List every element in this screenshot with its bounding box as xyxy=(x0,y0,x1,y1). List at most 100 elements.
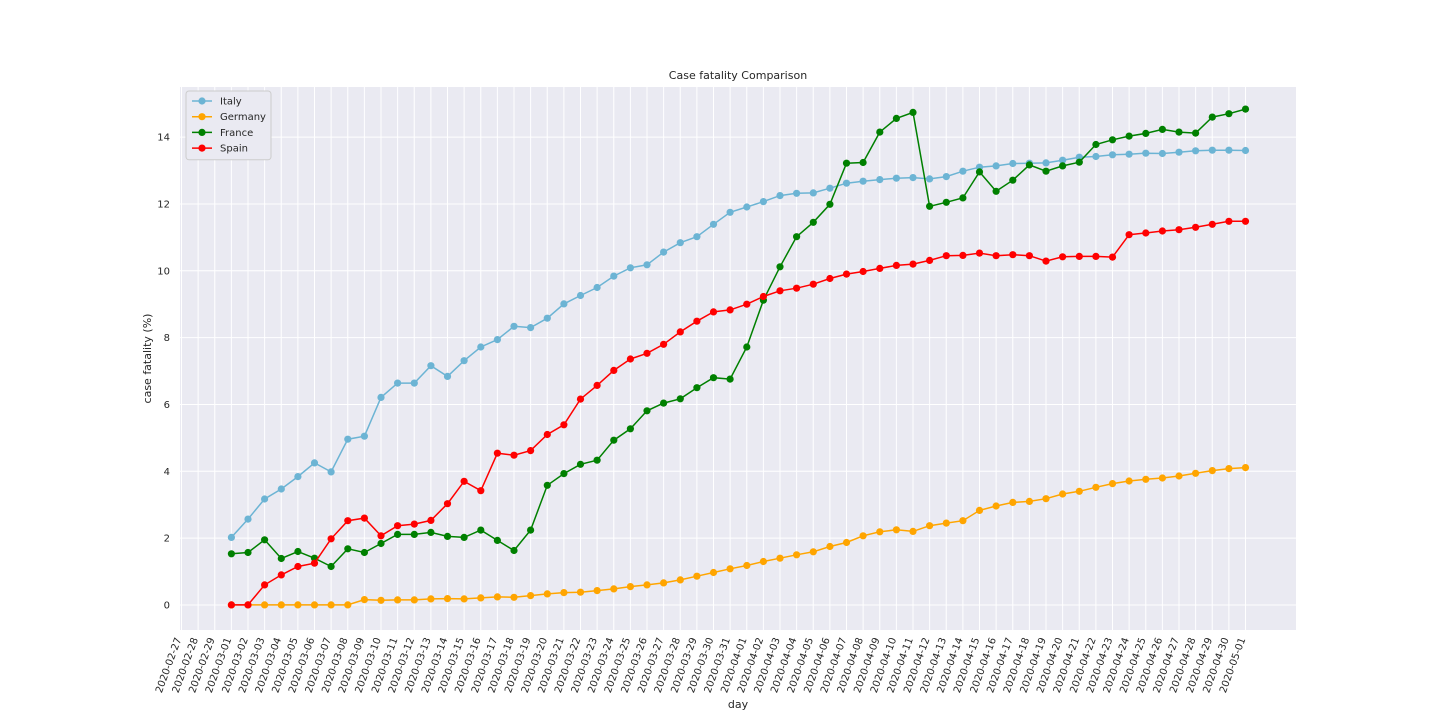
series-france xyxy=(227,105,1250,571)
data-point-germany xyxy=(626,583,635,591)
data-point-italy xyxy=(261,495,269,503)
data-point-spain xyxy=(626,355,635,363)
data-point-italy xyxy=(693,233,701,241)
data-point-germany xyxy=(859,532,867,540)
data-point-italy xyxy=(1042,159,1050,167)
data-point-italy xyxy=(344,435,352,443)
data-point-france xyxy=(842,159,851,167)
data-point-italy xyxy=(227,533,235,542)
data-point-italy xyxy=(793,189,801,197)
data-point-spain xyxy=(593,381,601,389)
data-point-france xyxy=(1059,162,1067,170)
data-point-germany xyxy=(410,596,418,604)
data-point-france xyxy=(959,194,967,202)
data-point-spain xyxy=(842,270,851,278)
data-point-spain xyxy=(1175,226,1183,234)
data-point-spain xyxy=(1158,227,1166,235)
data-point-italy xyxy=(1175,148,1183,156)
data-point-france xyxy=(1092,140,1100,149)
data-point-spain xyxy=(1042,257,1050,265)
data-point-france xyxy=(660,399,668,407)
data-point-france xyxy=(643,407,651,415)
legend-label-france: France xyxy=(220,128,253,139)
data-point-spain xyxy=(676,328,684,336)
data-point-spain xyxy=(776,287,784,295)
data-point-italy xyxy=(1059,156,1067,164)
data-point-italy xyxy=(1092,152,1100,161)
data-point-spain xyxy=(1225,217,1233,225)
data-point-italy xyxy=(610,272,618,280)
legend-label-germany: Germany xyxy=(220,112,266,123)
data-point-spain xyxy=(942,252,950,260)
y-tick-label: 2 xyxy=(164,534,170,545)
data-point-france xyxy=(1142,129,1150,137)
data-point-france xyxy=(1225,110,1233,118)
data-point-france xyxy=(776,263,784,271)
data-point-spain xyxy=(1009,251,1017,259)
data-point-germany xyxy=(460,595,468,603)
data-point-italy xyxy=(244,515,252,523)
data-point-italy xyxy=(759,198,768,206)
data-point-france xyxy=(277,554,285,563)
data-point-italy xyxy=(510,322,518,330)
data-point-spain xyxy=(1075,252,1083,260)
data-point-italy xyxy=(942,173,950,181)
data-point-germany xyxy=(1225,465,1233,473)
y-tick-label: 4 xyxy=(164,467,170,478)
data-point-spain xyxy=(1142,229,1150,237)
data-point-germany xyxy=(793,551,801,559)
data-point-spain xyxy=(660,340,668,348)
data-point-germany xyxy=(593,587,601,595)
data-point-france xyxy=(244,548,252,557)
data-point-spain xyxy=(876,264,884,272)
data-point-germany xyxy=(676,576,684,584)
data-point-germany xyxy=(294,601,302,609)
data-point-germany xyxy=(1125,477,1133,485)
data-point-spain xyxy=(693,317,701,325)
data-point-italy xyxy=(327,468,335,476)
data-point-germany xyxy=(477,594,485,602)
data-point-spain xyxy=(394,522,402,530)
data-point-italy xyxy=(493,336,501,344)
data-point-france xyxy=(410,530,418,539)
data-point-italy xyxy=(892,174,901,182)
data-point-germany xyxy=(310,601,319,609)
data-point-spain xyxy=(859,267,867,276)
data-point-spain xyxy=(410,520,418,528)
data-point-germany xyxy=(510,593,518,601)
data-point-germany xyxy=(443,595,452,603)
data-point-germany xyxy=(610,585,618,593)
y-tick-label: 8 xyxy=(164,333,170,344)
data-point-italy xyxy=(543,314,551,322)
data-point-france xyxy=(942,198,950,206)
grid xyxy=(180,87,1296,630)
data-point-germany xyxy=(261,601,269,609)
data-point-germany xyxy=(560,589,568,597)
data-point-france xyxy=(626,425,635,433)
data-point-italy xyxy=(1108,151,1117,159)
data-point-spain xyxy=(975,249,984,257)
data-point-france xyxy=(1042,167,1050,175)
data-point-france xyxy=(826,200,834,208)
data-point-france xyxy=(726,375,734,383)
data-point-france xyxy=(527,526,535,534)
data-point-italy xyxy=(377,393,385,401)
data-point-spain xyxy=(377,532,385,540)
data-point-germany xyxy=(1142,475,1150,483)
data-point-germany xyxy=(527,592,535,600)
data-point-germany xyxy=(809,548,817,556)
data-point-germany xyxy=(709,568,718,577)
data-point-italy xyxy=(427,362,435,370)
data-point-germany xyxy=(1192,469,1200,477)
data-point-spain xyxy=(510,451,518,459)
data-point-spain xyxy=(261,581,269,589)
data-point-italy xyxy=(726,208,734,216)
data-point-spain xyxy=(959,251,967,259)
data-point-italy xyxy=(1142,149,1150,157)
y-tick-label: 14 xyxy=(157,133,170,144)
data-point-italy xyxy=(294,473,302,481)
data-point-italy xyxy=(709,220,718,228)
data-point-france xyxy=(377,539,385,548)
data-point-spain xyxy=(493,449,501,457)
series-layer xyxy=(227,105,1250,609)
